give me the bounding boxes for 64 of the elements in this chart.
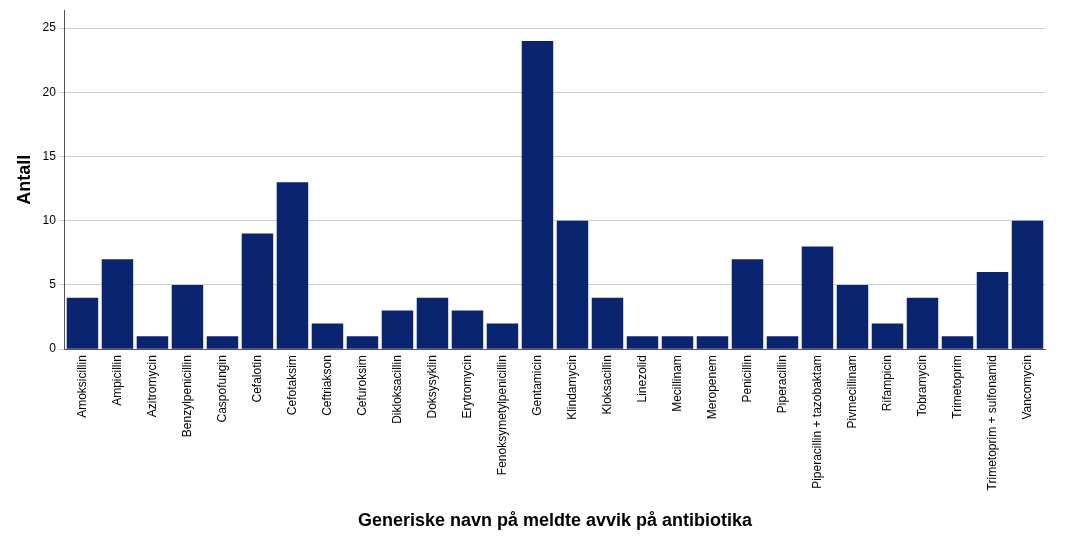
y-tick-label: 5 [49,277,57,292]
bar [346,336,379,349]
x-tick-label: Gentamicin [529,355,544,416]
x-tick-label: Piperacillin + tazobaktam [809,355,824,489]
bar [101,259,134,349]
bar [871,323,904,349]
bar [206,336,239,349]
bar [801,246,834,349]
bar [66,297,99,349]
bar [486,323,519,349]
x-tick-label: Caspofungin [214,355,229,423]
bar [696,336,729,349]
y-tick-label: 20 [42,84,57,99]
bar [661,336,694,349]
x-tick-label: Vancomycin [1019,355,1034,420]
bar [276,182,309,349]
x-tick-label: Piperacillin [774,355,789,414]
bar [906,297,939,349]
bar [941,336,974,349]
x-tick-label: Penicillin [739,355,754,403]
bar [381,310,414,349]
bar [591,297,624,349]
x-tick-label: Pivmecillinam [844,355,859,429]
x-tick-label: Cefuroksim [354,355,369,416]
bar [171,284,204,349]
bar [766,336,799,349]
y-tick-label: 15 [42,148,57,163]
x-tick-label: Rifampicin [879,355,894,412]
x-tick-label: Benzylpenicillin [179,355,194,438]
y-tick-label: 10 [42,213,57,228]
x-tick-label: Meropenem [704,355,719,420]
x-tick-label: Cefotaksim [284,355,299,416]
x-tick-label: Dikloksacillin [389,355,404,424]
bar [241,233,274,349]
x-tick-label: Mecillinam [669,355,684,412]
x-tick-label: Amoksicillin [74,355,89,418]
x-tick-label: Erytromycin [459,355,474,419]
x-tick-label: Fenoksymetylpenicillin [494,355,509,476]
x-tick-label: Tobramycin [914,355,929,417]
x-tick-label: Trimetoprim [949,355,964,419]
y-axis-title: Antall [13,154,34,205]
x-tick-label: Linezolid [634,355,649,403]
x-tick-label: Ampicillin [109,355,124,406]
bar [521,41,554,349]
bar [731,259,764,349]
bar [626,336,659,349]
bar [416,297,449,349]
bar [976,272,1009,349]
y-tick-label: 0 [49,341,57,356]
y-tick-label: 25 [42,20,57,35]
x-tick-label: Kloksacillin [599,355,614,415]
x-tick-label: Azitromycin [144,355,159,418]
x-tick-label: Doksysyklin [424,355,439,419]
bar [1011,220,1044,349]
x-axis-title: Generiske navn på meldte avvik på antibiotika [357,510,754,531]
bar [836,284,869,349]
x-tick-label: Ceftriakson [319,355,334,416]
bar [311,323,344,349]
x-tick-label: Cefalotin [249,355,264,403]
bar [556,220,589,349]
bar [451,310,484,349]
x-tick-label: Trimetoprim + sulfonamid [984,355,999,491]
x-tick-label: Klindamycin [564,355,579,420]
bar [136,336,169,349]
